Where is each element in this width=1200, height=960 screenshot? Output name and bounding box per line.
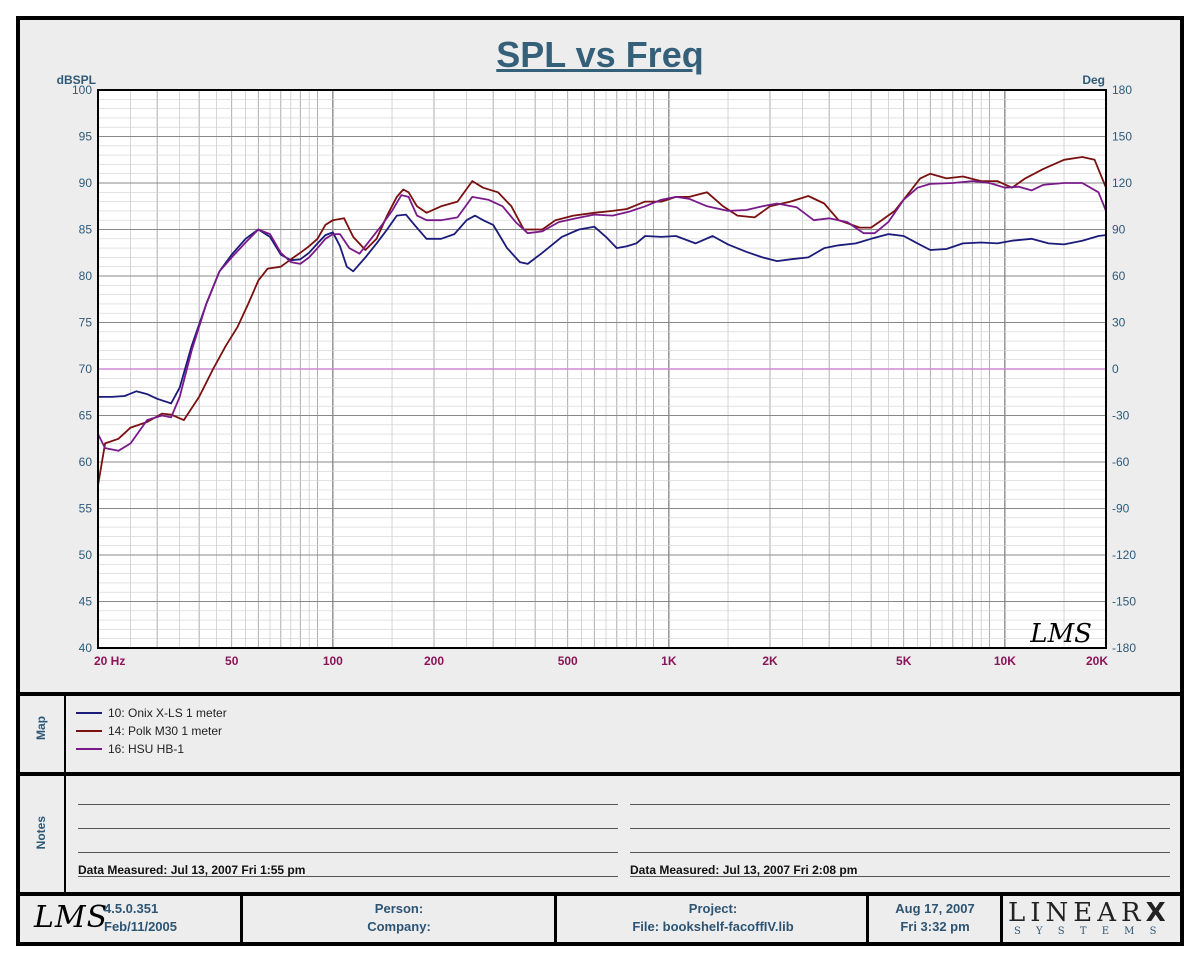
footer-separator <box>1000 896 1003 944</box>
legend-item: 14: Polk M30 1 meter <box>76 722 227 740</box>
version-date: Feb/11/2005 <box>104 919 177 934</box>
y-tick-label: 55 <box>79 502 93 516</box>
date-info: Aug 17, 2007 Fri 3:32 pm <box>870 900 1000 944</box>
y-tick-label-right: 90 <box>1112 223 1126 237</box>
chart-title: SPL vs Freq <box>496 34 704 75</box>
series-line <box>97 180 1107 452</box>
series-line <box>97 156 1107 486</box>
file-label: File: bookshelf-facoffIV.lib <box>632 919 794 934</box>
legend-swatch <box>76 730 102 732</box>
legend: 10: Onix X-LS 1 meter 14: Polk M30 1 met… <box>76 704 227 758</box>
legend-item: 16: HSU HB-1 <box>76 740 227 758</box>
map-divider <box>64 696 66 772</box>
footer-separator <box>240 896 243 944</box>
legend-label: 10: Onix X-LS 1 meter <box>108 706 227 720</box>
legend-swatch <box>76 712 102 714</box>
note-line <box>78 852 618 853</box>
footer-date: Aug 17, 2007 <box>895 901 975 916</box>
lms-logo: LMS <box>34 900 109 935</box>
y-tick-label: 90 <box>79 176 93 190</box>
y-axis-label: dBSPL <box>57 73 96 87</box>
divider-notes <box>20 772 1180 776</box>
x-tick-label: 200 <box>424 654 444 668</box>
y-tick-label-right: 120 <box>1112 176 1132 190</box>
y-tick-label-right: 180 <box>1112 83 1132 97</box>
note-line <box>78 828 618 829</box>
y-tick-label-right: -60 <box>1112 455 1130 469</box>
brand-name: LINEAR <box>1008 898 1146 928</box>
map-label: Map <box>34 716 48 740</box>
note-line <box>630 852 1170 853</box>
x-tick-label: 20 Hz <box>94 654 125 668</box>
note-line <box>630 804 1170 805</box>
footer-separator <box>554 896 557 944</box>
notes-label: Notes <box>34 816 48 850</box>
divider-map <box>20 692 1180 696</box>
note-line <box>78 876 618 877</box>
y-tick-label: 80 <box>79 269 93 283</box>
person-info: Person: Company: <box>244 900 554 944</box>
legend-swatch <box>76 748 102 750</box>
note-line <box>78 804 618 805</box>
company-label: Company: <box>367 919 431 934</box>
footer-separator <box>866 896 869 944</box>
chart-frame: SPL vs Freq 100 95 90 85 80 75 70 65 60 55 50 45 40 1… <box>16 16 1184 946</box>
spl-frequency-chart: 100 95 90 85 80 75 70 65 60 55 50 45 40 180 150 120 90 60… <box>57 73 1137 668</box>
legend-label: 14: Polk M30 1 meter <box>108 724 223 738</box>
x-tick-label: 2K <box>762 654 778 668</box>
note-line <box>630 876 1170 877</box>
y-tick-label: 75 <box>79 316 93 330</box>
x-tick-label: 10K <box>994 654 1016 668</box>
person-label: Person: <box>374 901 424 916</box>
y-tick-label: 65 <box>79 409 93 423</box>
x-tick-label: 100 <box>323 654 343 668</box>
y-tick-label: 70 <box>79 362 93 376</box>
legend-label: 16: HSU HB-1 <box>108 742 185 756</box>
watermark-logo: LMS <box>1029 619 1092 649</box>
divider-footer <box>20 892 1180 896</box>
brand-logo: LINEARX <box>1008 898 1171 928</box>
y-tick-label: 100 <box>72 83 92 97</box>
y-axis-label-right: Deg <box>1082 73 1105 87</box>
note-left: Data Measured: Jul 13, 2007 Fri 1:55 pm <box>78 863 306 877</box>
x-tick-label: 500 <box>558 654 578 668</box>
y-tick-label: 60 <box>79 455 93 469</box>
plot-border <box>97 89 1107 649</box>
x-tick-label: 20K <box>1086 654 1108 668</box>
brand-x: X <box>1145 898 1171 928</box>
project-label: Project: <box>688 901 738 916</box>
notes-divider <box>64 776 66 892</box>
y-tick-label-right: -30 <box>1112 409 1130 423</box>
x-tick-label: 5K <box>896 654 912 668</box>
y-tick-label-right: 0 <box>1112 362 1119 376</box>
y-tick-label: 95 <box>79 130 93 144</box>
y-tick-label-right: -150 <box>1112 595 1136 609</box>
y-tick-label: 50 <box>79 548 93 562</box>
y-tick-label-right: 30 <box>1112 316 1126 330</box>
y-tick-label: 40 <box>79 641 93 655</box>
version-info: 4.5.0.351 Feb/11/2005 <box>104 900 224 944</box>
note-right: Data Measured: Jul 13, 2007 Fri 2:08 pm <box>630 863 858 877</box>
y-tick-label-right: 150 <box>1112 130 1132 144</box>
x-tick-label: 1K <box>661 654 677 668</box>
y-tick-label-right: -90 <box>1112 502 1130 516</box>
y-tick-label-right: 60 <box>1112 269 1126 283</box>
note-line <box>630 828 1170 829</box>
x-tick-label: 50 <box>225 654 239 668</box>
y-tick-label-right: -180 <box>1112 641 1136 655</box>
version: 4.5.0.351 <box>104 901 159 916</box>
y-tick-label: 85 <box>79 223 93 237</box>
project-info: Project: File: bookshelf-facoffIV.lib <box>558 900 868 944</box>
footer-time: Fri 3:32 pm <box>900 919 970 934</box>
legend-item: 10: Onix X-LS 1 meter <box>76 704 227 722</box>
brand-sub: S Y S T E M S <box>1014 926 1163 937</box>
y-tick-label: 45 <box>79 595 93 609</box>
y-tick-label-right: -120 <box>1112 548 1136 562</box>
